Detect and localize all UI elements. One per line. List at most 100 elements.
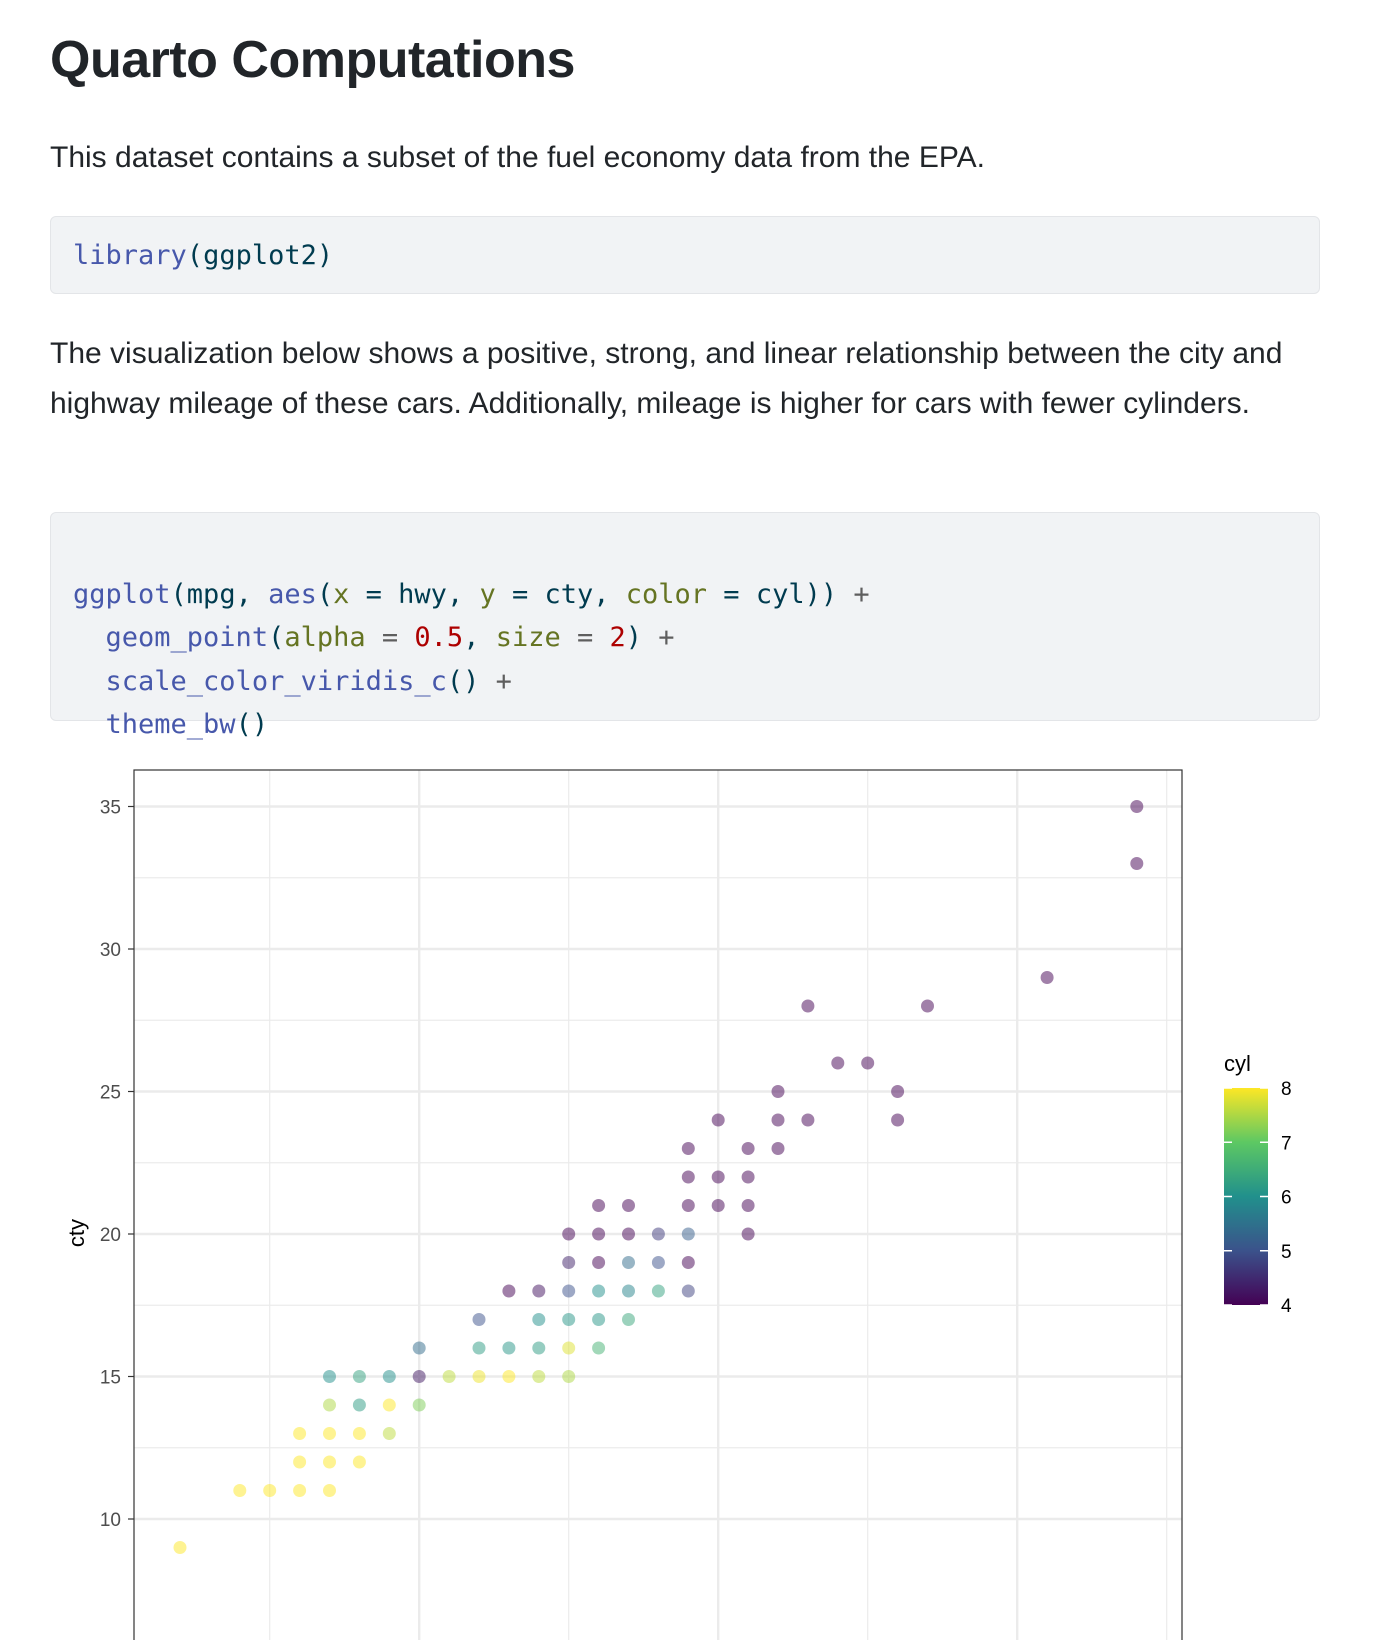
- data-point: [1130, 800, 1144, 813]
- data-point: [562, 1370, 576, 1383]
- code-token: =: [365, 622, 415, 653]
- data-point: [711, 1199, 725, 1212]
- y-tick-label: 10: [100, 1510, 121, 1531]
- data-point: [622, 1313, 635, 1326]
- data-point: [592, 1341, 606, 1355]
- data-point: [741, 1227, 755, 1241]
- code-token: color: [625, 578, 708, 610]
- code-token: [73, 709, 106, 740]
- data-point: [323, 1370, 336, 1383]
- code-block-library: library(ggplot2): [50, 216, 1320, 294]
- data-point: [382, 1398, 396, 1412]
- code-token: ggplot: [73, 578, 171, 610]
- data-point: [801, 1113, 815, 1127]
- data-point: [323, 1484, 336, 1497]
- data-point: [1130, 857, 1144, 870]
- code-token: (): [235, 709, 269, 740]
- code-token: (: [186, 240, 204, 271]
- data-point: [382, 1427, 396, 1440]
- code-token: aes: [268, 578, 317, 610]
- data-point: [502, 1370, 516, 1383]
- data-point: [622, 1256, 635, 1269]
- code-token: ggplot2: [203, 240, 317, 271]
- data-point: [412, 1398, 426, 1412]
- data-point: [681, 1227, 695, 1241]
- data-point: [651, 1227, 665, 1241]
- data-point: [831, 1056, 845, 1070]
- code-token: +: [853, 578, 870, 610]
- data-point: [562, 1341, 576, 1355]
- data-point: [173, 1541, 187, 1554]
- data-point: [622, 1227, 635, 1241]
- data-point: [592, 1256, 606, 1269]
- code-token: alpha: [284, 622, 366, 653]
- data-point: [592, 1199, 606, 1212]
- code-line-2: geom_point(alpha = 0.5, size = 2) +: [73, 616, 1297, 660]
- data-point: [1040, 971, 1054, 984]
- data-point: [861, 1056, 875, 1070]
- code-token: y: [479, 578, 496, 610]
- legend-tick-label: 6: [1281, 1188, 1292, 1209]
- y-axis-label: cty: [64, 1219, 89, 1247]
- data-point: [502, 1284, 516, 1298]
- code-token: ): [316, 240, 334, 271]
- page-title: Quarto Computations: [50, 31, 575, 89]
- color-legend: cyl 4 5 6 7 8: [1224, 1051, 1292, 1317]
- code-token: (): [446, 665, 496, 697]
- y-tick-label: 35: [100, 798, 121, 819]
- code-token: ,: [463, 622, 496, 653]
- data-point: [681, 1142, 695, 1155]
- code-token: [73, 622, 106, 653]
- code-token: 0.5: [414, 622, 464, 653]
- data-point: [711, 1113, 725, 1127]
- code-token: geom_point: [105, 622, 269, 653]
- data-point: [532, 1313, 546, 1326]
- data-point: [472, 1370, 486, 1383]
- intro-paragraph: This dataset contains a subset of the fu…: [50, 141, 985, 174]
- code-token: +: [658, 622, 675, 653]
- data-point: [592, 1227, 606, 1241]
- data-point: [651, 1284, 665, 1298]
- code-line-4: theme_bw(): [73, 703, 1297, 747]
- data-point: [681, 1170, 695, 1184]
- data-point: [323, 1398, 336, 1412]
- data-point: [293, 1427, 307, 1440]
- data-point: [532, 1284, 546, 1298]
- data-point: [771, 1085, 785, 1098]
- data-point: [263, 1484, 277, 1497]
- code-token: 2: [609, 622, 626, 653]
- data-point: [472, 1313, 486, 1326]
- code-token: =: [560, 622, 610, 653]
- data-point: [502, 1341, 516, 1355]
- code-token: = hwy,: [349, 578, 480, 610]
- data-point: [681, 1256, 695, 1269]
- code-token: [73, 666, 106, 697]
- code-token: scale_color_viridis_c: [105, 665, 447, 697]
- code-token: +: [495, 665, 512, 697]
- data-point: [562, 1284, 576, 1298]
- data-point: [921, 999, 934, 1013]
- code-token: size: [495, 622, 561, 653]
- data-point: [562, 1227, 576, 1241]
- plot-panel-border: [133, 769, 1183, 1640]
- data-point: [293, 1484, 307, 1497]
- y-tick-label: 25: [100, 1083, 121, 1104]
- code-token: = cty,: [495, 578, 626, 610]
- legend-tick-label: 5: [1281, 1242, 1292, 1263]
- y-tick-label: 30: [100, 940, 121, 961]
- y-tick-label: 20: [100, 1225, 121, 1246]
- data-point: [741, 1142, 755, 1155]
- data-point: [472, 1341, 486, 1355]
- code-line-3: scale_color_viridis_c() +: [73, 660, 1297, 704]
- data-point: [622, 1284, 635, 1298]
- legend-tick-label: 8: [1281, 1079, 1292, 1100]
- data-point: [293, 1455, 307, 1469]
- data-point: [532, 1370, 546, 1383]
- data-point: [891, 1085, 905, 1098]
- data-point: [323, 1427, 336, 1440]
- data-point: [382, 1370, 396, 1383]
- data-point: [711, 1170, 725, 1184]
- data-point: [412, 1341, 426, 1355]
- data-point: [412, 1370, 426, 1383]
- code-token: (mpg,: [170, 578, 269, 610]
